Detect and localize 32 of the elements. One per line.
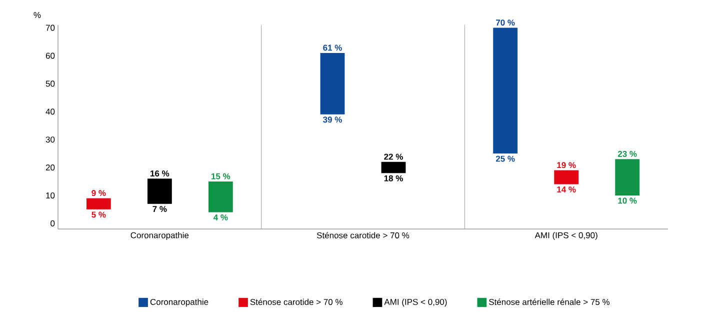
annotation: 22 % [384,154,403,160]
y-tick-label: 10 [46,192,55,198]
legend-label: Sténose artérielle rénale > 75 % [489,298,610,305]
annotation: 25 % [496,156,515,162]
legend-label: Sténose carotide > 70 % [250,298,342,305]
annotation: 15 % [212,173,230,180]
annotation: 16 % [150,170,170,176]
annotation: 19 % [557,162,576,168]
annotation: 7 % [152,206,167,212]
y-tick-label: 20 [46,164,55,171]
annotation: 18 % [384,175,403,182]
annotation: 70 % [496,20,515,26]
legend-label: AMI (IPS < 0,90) [384,298,447,307]
annotation: 4 % [213,214,228,220]
annotation: 14 % [557,186,576,192]
y-tick-label: 60 [46,52,55,59]
y-tick-label: 0 [50,220,55,226]
annotation: 39 % [323,116,342,123]
x-tick-label: Sténose carotide > 70 % [316,232,410,238]
annotation: 61 % [323,44,342,51]
y-tick-label: 50 [46,80,55,87]
y-tick-label: 30 [46,136,55,143]
x-tick-label: AMI (IPS < 0,90) [534,232,598,240]
annotation: 10 % [618,198,637,204]
y-axis-title: % [34,12,41,18]
annotation: 23 % [618,150,637,157]
annotation: 5 % [92,212,106,218]
x-tick-label: Coronaropathie [130,232,189,240]
legend-label: Coronaropathie [150,298,208,307]
annotation: 9 % [92,190,106,196]
y-tick-label: 40 [46,108,55,115]
y-tick-label: 70 [46,24,55,31]
